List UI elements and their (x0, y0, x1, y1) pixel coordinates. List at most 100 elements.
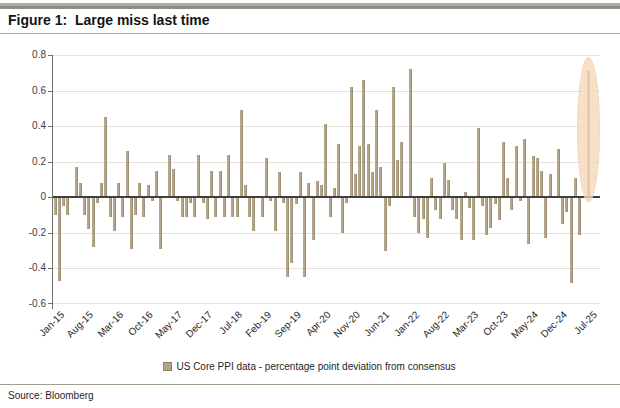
bar-May-22 (426, 197, 429, 238)
bar-Nov-23 (502, 142, 505, 197)
bar-Sep-15 (87, 197, 90, 229)
bar-Mar-20 (316, 181, 319, 197)
bar-Nov-17 (197, 155, 200, 198)
bar-Mar-16 (113, 197, 116, 231)
x-tick-label: Oct-23 (481, 309, 510, 338)
y-tick-label: 0.8 (0, 49, 46, 61)
bar-Oct-17 (193, 197, 196, 217)
x-tick-label: May-17 (153, 309, 184, 340)
bar-Sep-16 (138, 183, 141, 197)
bar-Sep-24 (544, 197, 547, 238)
bar-Sep-22 (443, 163, 446, 197)
bar-Dec-23 (506, 178, 509, 198)
bar-Aug-17 (185, 197, 188, 217)
bar-Apr-15 (66, 197, 69, 215)
bar-Oct-16 (142, 197, 145, 217)
bar-Aug-15 (83, 197, 86, 215)
gridline (53, 55, 600, 56)
y-axis-tick (48, 303, 52, 304)
x-tick-label: Aug-22 (420, 309, 451, 340)
bar-Feb-24 (515, 146, 518, 198)
gridline (53, 233, 600, 234)
bar-Jan-20 (307, 183, 310, 197)
y-axis-tick (48, 162, 52, 163)
zero-line (53, 196, 600, 198)
bar-Dec-24 (557, 149, 560, 197)
y-axis-tick (48, 126, 52, 127)
bar-May-25 (578, 197, 581, 234)
bar-Dec-19 (303, 197, 306, 277)
x-tick-label: Jul-25 (572, 309, 599, 336)
y-tick-label: 0.6 (0, 85, 46, 97)
y-axis-tick (48, 233, 52, 234)
bar-Jan-24 (510, 197, 513, 209)
x-tick-label: Sep-19 (272, 309, 303, 340)
legend: US Core PPI data - percentage point devi… (0, 361, 620, 372)
bar-Jan-17 (155, 171, 158, 198)
bar-May-19 (274, 197, 277, 231)
bar-Feb-16 (109, 197, 112, 217)
bar-Nov-22 (451, 197, 454, 209)
x-tick-label: Apr-20 (303, 309, 332, 338)
ppi-deviation-bar-chart: 0.80.60.40.20-0.2-0.4-0.6 Jan-15Aug-15Ma… (0, 0, 620, 360)
bar-Jun-21 (379, 167, 382, 197)
highlight-ellipse (577, 57, 600, 202)
bar-Mar-23 (468, 197, 471, 208)
source-note: Source: Bloomberg (8, 390, 94, 401)
bar-Jan-22 (409, 69, 412, 197)
legend-label: US Core PPI data - percentage point devi… (176, 361, 455, 372)
y-tick-label: -0.2 (0, 227, 46, 239)
bar-May-24 (527, 197, 530, 243)
y-axis-tick (48, 91, 52, 92)
bar-Dec-15 (100, 183, 103, 197)
bar-Jul-21 (384, 197, 387, 250)
x-tick-label: May-24 (508, 309, 539, 340)
bar-Jan-18 (206, 197, 209, 218)
gridline (53, 303, 600, 304)
plot-area (53, 55, 600, 304)
bar-Sep-20 (341, 197, 344, 233)
y-axis-tick (48, 55, 52, 56)
x-tick-label: Mar-16 (95, 309, 125, 339)
bar-Nov-19 (299, 172, 302, 197)
x-tick-label: Jul-18 (217, 309, 244, 336)
bar-Apr-22 (422, 197, 425, 218)
gridline (53, 91, 600, 92)
bar-May-21 (375, 110, 378, 197)
bottom-rule (0, 384, 620, 385)
bar-May-18 (223, 197, 226, 217)
bar-Jun-15 (75, 167, 78, 197)
y-axis-tick (48, 197, 52, 198)
bar-May-16 (121, 197, 124, 217)
bar-Apr-23 (472, 197, 475, 240)
bar-Jun-22 (430, 178, 433, 198)
bar-Dec-18 (252, 197, 255, 231)
x-tick-label: Aug-15 (65, 309, 96, 340)
bar-Jun-23 (481, 197, 484, 206)
bar-Nov-18 (248, 197, 251, 217)
x-tick-label: Mar-23 (450, 309, 480, 339)
bar-Oct-15 (92, 197, 95, 247)
bar-Mar-21 (367, 144, 370, 197)
bar-May-23 (477, 128, 480, 197)
x-tick-label: Feb-19 (243, 309, 273, 339)
bar-Aug-19 (286, 197, 289, 277)
y-tick-label: -0.6 (0, 298, 46, 310)
bar-Apr-16 (117, 183, 120, 197)
bar-Mar-19 (265, 158, 268, 197)
bar-Aug-22 (439, 197, 442, 218)
y-tick-label: -0.4 (0, 262, 46, 274)
bar-Apr-18 (219, 171, 222, 198)
bar-Dec-22 (455, 197, 458, 218)
bar-Jan-16 (104, 117, 107, 197)
bar-Feb-25 (565, 197, 568, 211)
bar-Jun-20 (329, 197, 332, 217)
bar-Nov-21 (400, 142, 403, 197)
gridline (53, 268, 600, 269)
bar-Sep-21 (392, 87, 395, 197)
bar-Jan-25 (561, 197, 564, 224)
x-tick-label: Nov-20 (331, 309, 362, 340)
bar-Mar-18 (214, 197, 217, 217)
bar-Jul-15 (79, 183, 82, 197)
bar-Sep-23 (494, 197, 497, 204)
